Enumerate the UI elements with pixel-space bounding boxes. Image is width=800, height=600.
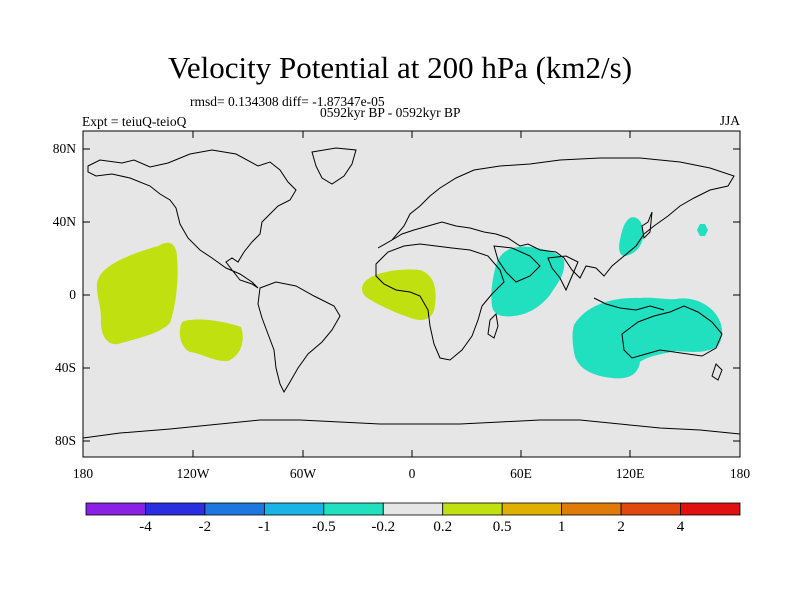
coastline-africa (375, 243, 505, 361)
lat-tick-label: 0 (69, 287, 76, 302)
coastline-indonesia (593, 297, 665, 311)
colorbar-label: 1 (557, 519, 566, 535)
colorbar-label: 4 (676, 519, 685, 535)
coastline-eurasia (377, 157, 735, 279)
stats-label: rmsd= 0.134308 diff= -1.87347e-05 (190, 94, 385, 109)
negative-region-east-asia (619, 217, 644, 257)
colorbar (85, 502, 741, 516)
lon-tick-label: 120W (176, 466, 210, 481)
lat-tick-label: 40S (54, 360, 76, 375)
coastline-south-america (257, 281, 341, 394)
negative-region-africa-indian (491, 246, 565, 317)
coastline-antarctica (82, 419, 741, 439)
negative-anomaly-regions (491, 217, 723, 379)
lon-tick-label: 120E (615, 466, 645, 481)
coastline-australia (621, 305, 723, 359)
colorbar-label: 0.2 (433, 519, 453, 535)
lon-tick-label: 60E (510, 466, 532, 481)
lat-tick-label: 80S (54, 433, 76, 448)
coastline-arabia (493, 245, 541, 283)
colorbar-label: -2 (198, 519, 212, 535)
colorbar-swatch (442, 502, 503, 516)
colorbar-swatch (263, 502, 325, 516)
coastline-north-america (87, 149, 297, 289)
negative-region-west-pacific (697, 224, 708, 236)
colorbar-swatch (620, 502, 681, 516)
colorbar-swatch (501, 502, 563, 516)
colorbar-swatch (382, 502, 444, 516)
coastline-madagascar (487, 312, 499, 339)
lon-tick-label: 180 (729, 466, 751, 481)
lon-tick-label: 60W (289, 466, 317, 481)
lat-tick-label: 40N (52, 214, 76, 229)
axis-ticks (83, 131, 740, 457)
colorbar-label: -0.5 (311, 519, 336, 535)
negative-region-maritime-australia (572, 297, 723, 379)
colorbar-swatch (204, 502, 265, 516)
coastlines (82, 147, 741, 439)
colorbar-swatch (85, 502, 146, 516)
colorbar-swatch (680, 502, 741, 516)
coastline-japan (641, 211, 653, 240)
positive-region-central-pacific (96, 242, 178, 345)
lat-tick-label: 80N (52, 141, 76, 156)
positive-anomaly-regions (96, 242, 436, 362)
colorbar-label: -4 (139, 519, 152, 535)
season-label: JJA (719, 113, 740, 128)
positive-region-southeast-pacific (179, 319, 243, 362)
colorbar-label: 2 (617, 519, 625, 535)
period-label: 0592kyr BP - 0592kyr BP (320, 105, 461, 120)
lon-tick-label: 180 (72, 466, 94, 481)
coastline-india (547, 255, 579, 292)
experiment-label: Expt = teiuQ-teioQ (82, 114, 187, 129)
lon-tick-label: 0 (408, 466, 416, 481)
colorbar-label: -0.2 (371, 519, 396, 535)
colorbar-label: 0.5 (492, 519, 512, 535)
colorbar-swatch (323, 502, 384, 516)
coastline-new-zealand (711, 363, 723, 381)
colorbar-swatch (561, 502, 622, 516)
positive-region-atlantic (361, 269, 436, 320)
map-title: Velocity Potential at 200 hPa (km2/s) (167, 50, 633, 85)
colorbar-swatch (145, 502, 206, 516)
coastline-greenland (311, 147, 357, 185)
colorbar-label: -1 (258, 519, 271, 535)
